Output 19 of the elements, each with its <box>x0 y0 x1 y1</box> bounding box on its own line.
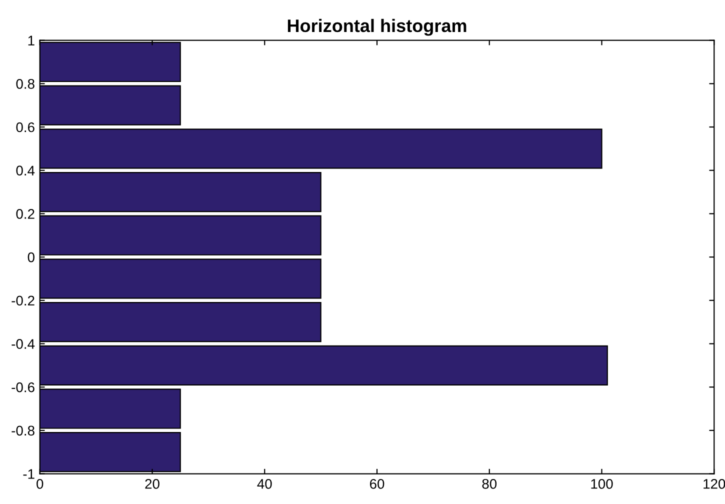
x-tick-label: 100 <box>591 478 613 489</box>
x-tick-label: 80 <box>482 478 497 489</box>
x-tick-label: 20 <box>145 478 160 489</box>
x-tick-label: 40 <box>257 478 272 489</box>
y-tick-label: 0.6 <box>16 122 34 132</box>
x-tick-label: 120 <box>704 478 725 489</box>
y-tick-label: 0.4 <box>16 166 35 176</box>
y-tick-label: 0.8 <box>16 79 34 89</box>
x-tick-label: 0 <box>36 478 44 489</box>
x-tick-label: 60 <box>370 478 384 489</box>
y-tick-label: 0.2 <box>16 209 34 219</box>
y-tick-label: -0.6 <box>12 382 34 392</box>
chart-title: Horizontal histogram <box>288 18 466 36</box>
y-tick-label: -1 <box>23 469 34 479</box>
y-tick-label: -0.2 <box>12 296 34 306</box>
y-tick-label: 0 <box>28 252 34 262</box>
y-tick-label: -0.8 <box>12 426 34 436</box>
y-tick-label: 1 <box>28 36 34 46</box>
y-tick-label: -0.4 <box>12 339 35 349</box>
